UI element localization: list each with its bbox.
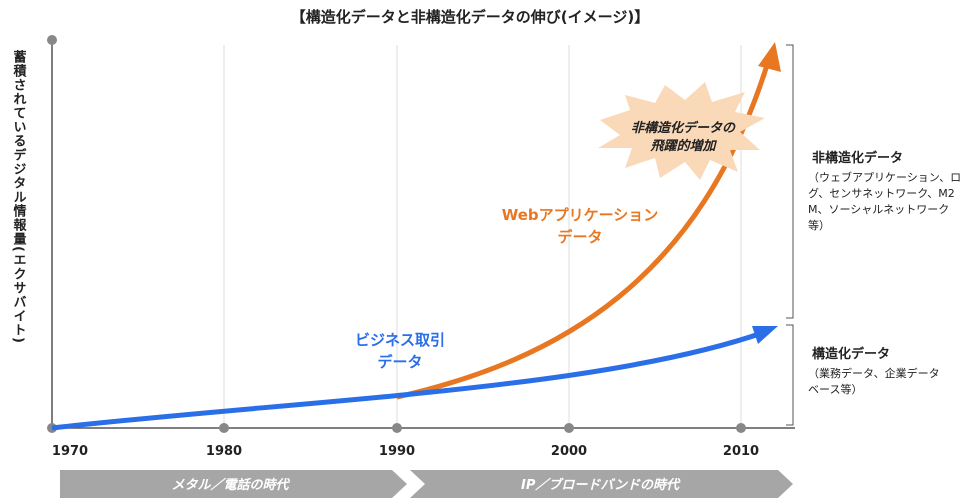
burst-label: 非構造化データの 飛躍的増加 xyxy=(631,120,736,154)
x-tick-label: 2000 xyxy=(551,444,587,459)
arrow-head xyxy=(758,42,781,72)
burst-line: 非構造化データの xyxy=(631,120,736,136)
bracket xyxy=(786,44,794,319)
legend-line: （業務データ、企業データ xyxy=(808,366,940,380)
legend: 非構造化データ （ウェブアプリケーション、ロ グ、センサネットワーク、M2 M、… xyxy=(808,150,961,396)
starburst xyxy=(598,82,765,180)
bracket xyxy=(786,324,794,426)
legend-line: 等） xyxy=(808,218,830,232)
arrow-head xyxy=(752,326,778,344)
web-line: データ xyxy=(557,228,602,246)
legend-line: （ウェブアプリケーション、ロ xyxy=(808,170,961,184)
y-axis-label: 蓄積されているデジタル情報量(エクサバイト) xyxy=(11,49,28,343)
structured-curve xyxy=(51,329,766,431)
x-ticks: 1970 1980 1990 2000 2010 xyxy=(52,444,759,459)
business-label: ビジネス取引 データ xyxy=(355,331,445,371)
era-band xyxy=(410,470,793,498)
axis-dot xyxy=(47,35,57,45)
era-band xyxy=(60,470,407,498)
burst-line: 飛躍的増加 xyxy=(649,138,717,154)
x-tick-label: 1980 xyxy=(206,444,242,459)
web-line: Webアプリケーション xyxy=(502,206,659,224)
era-label: IP／ブロードバンドの時代 xyxy=(521,477,681,493)
business-line: データ xyxy=(377,353,422,371)
legend-title: 構造化データ xyxy=(812,346,890,362)
web-label: Webアプリケーション データ xyxy=(502,206,659,246)
legend-title: 非構造化データ xyxy=(812,150,903,166)
title: 【構造化データと非構造化データの伸び(イメージ)】 xyxy=(291,8,649,26)
grid xyxy=(223,45,742,428)
era-label: メタル／電話の時代 xyxy=(171,477,290,493)
x-tick-label: 2010 xyxy=(723,444,759,459)
x-tick-label: 1990 xyxy=(379,444,415,459)
business-line: ビジネス取引 xyxy=(355,331,445,349)
tick-dots xyxy=(47,423,746,433)
x-tick-label: 1970 xyxy=(52,444,88,459)
legend-line: M、ソーシャルネットワーク xyxy=(808,203,949,216)
legend-line: ベース等） xyxy=(808,382,862,396)
legend-line: グ、センサネットワーク、M2 xyxy=(808,186,955,200)
